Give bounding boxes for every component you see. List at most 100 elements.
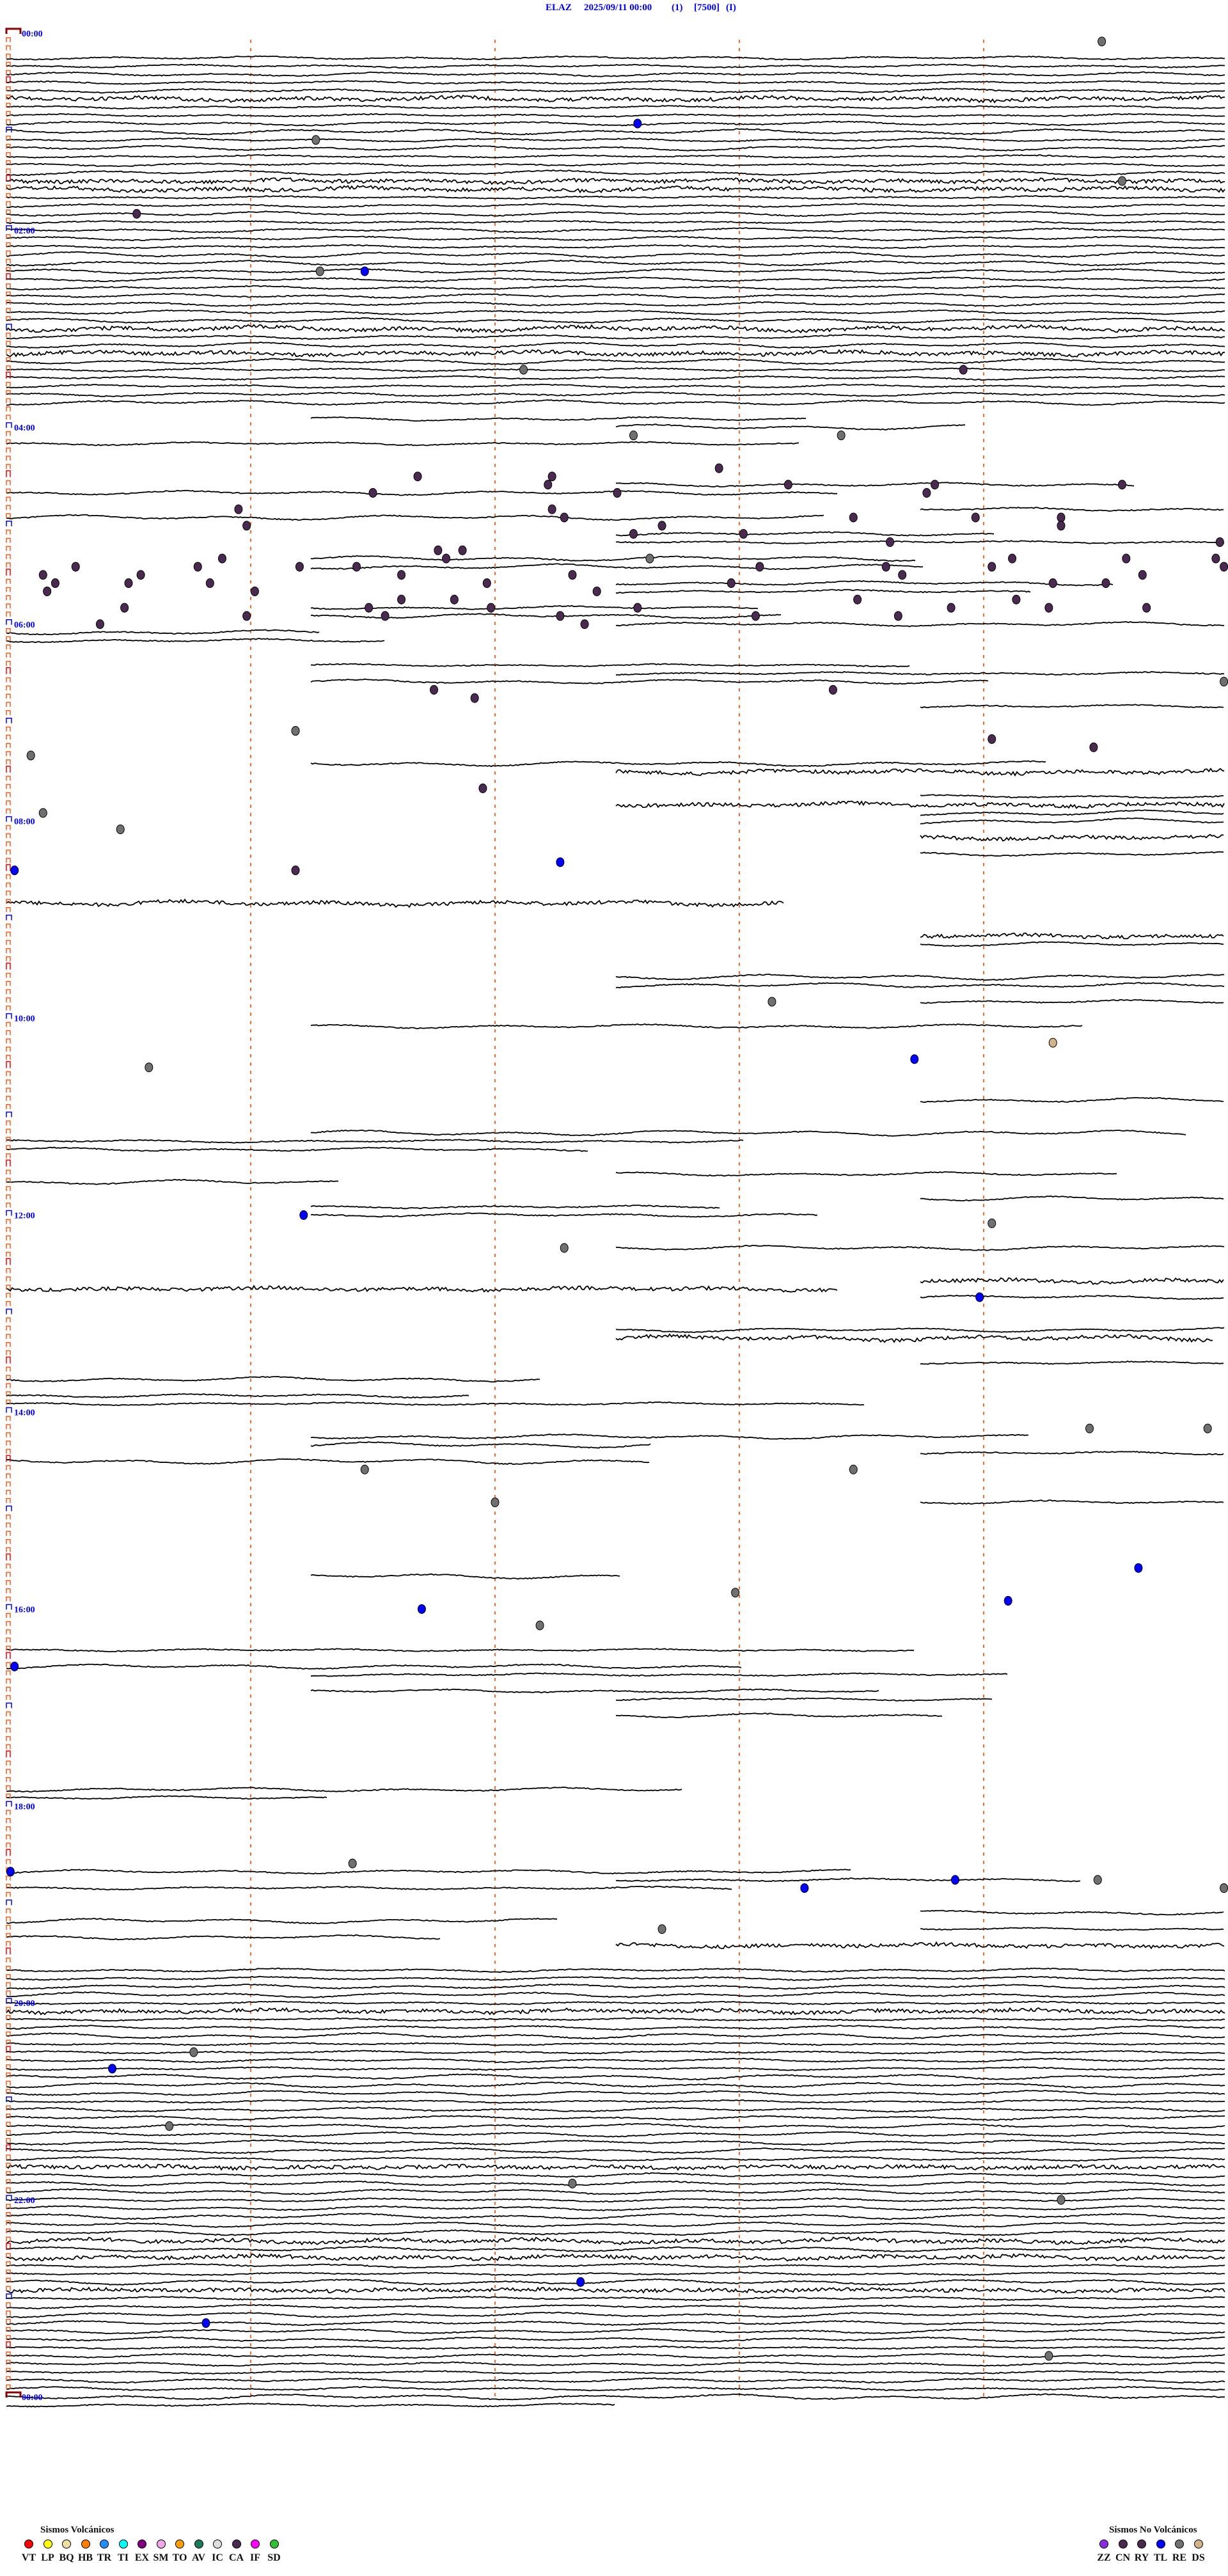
row-marker [6, 136, 11, 141]
row-marker [6, 1055, 11, 1060]
trace [6, 2278, 1225, 2286]
row-marker [6, 439, 11, 445]
time-label: 12:00 [14, 1212, 35, 1221]
event-marker [519, 365, 528, 375]
trace [920, 941, 1224, 947]
row-marker [6, 1251, 11, 1257]
trace [310, 1434, 1029, 1440]
event-marker [576, 2277, 585, 2287]
trace [6, 2032, 1225, 2040]
row-marker [6, 1482, 11, 1487]
trace [6, 210, 1225, 217]
row-marker [6, 193, 11, 198]
row-marker [6, 406, 11, 412]
trace [6, 63, 1225, 69]
row-marker [6, 1276, 11, 1282]
row-marker [6, 809, 11, 814]
trace [6, 285, 1225, 290]
legend-dot-icon [118, 2540, 128, 2548]
legend-dot-icon [24, 2540, 33, 2548]
trace [6, 324, 1225, 334]
row-marker [6, 1087, 11, 1093]
row-marker [6, 201, 11, 207]
event-marker [352, 562, 361, 572]
event-marker [1012, 594, 1021, 604]
row-marker [6, 2204, 11, 2209]
row-marker [6, 447, 11, 453]
trace [6, 2115, 1225, 2121]
row-marker [6, 1553, 11, 1561]
row-marker [6, 1859, 11, 1865]
event-marker [1220, 1883, 1228, 1893]
row-marker [6, 1982, 11, 1987]
trace [6, 391, 1225, 398]
trace [6, 2361, 1225, 2367]
event-marker [881, 562, 890, 572]
row-marker [6, 587, 11, 592]
event-marker [434, 545, 443, 555]
legend-label: ZZ [1097, 2552, 1111, 2563]
event-marker [368, 487, 377, 498]
row-marker [6, 956, 11, 961]
trace [6, 2007, 1225, 2016]
legend-dot-icon [1175, 2540, 1184, 2548]
row-marker [6, 94, 11, 100]
legend-dot-icon [156, 2540, 166, 2548]
trace [6, 227, 1225, 233]
row-marker [6, 775, 11, 781]
legend-item-ex: EX [133, 2540, 151, 2564]
trace [6, 185, 1225, 194]
trace [6, 2263, 1225, 2269]
row-marker [6, 1670, 11, 1675]
row-marker [6, 209, 11, 215]
row-marker [6, 1441, 11, 1446]
row-marker [6, 825, 11, 830]
row-marker [6, 431, 11, 436]
trace [920, 817, 1224, 825]
trace [615, 423, 965, 431]
event-marker [947, 603, 956, 613]
row-marker [6, 1120, 11, 1126]
row-marker [6, 537, 11, 543]
plot-datetime: 2025/09/11 00:00 [584, 3, 652, 13]
trace [6, 128, 1225, 136]
event-marker [430, 684, 438, 695]
event-marker [205, 578, 214, 589]
trace [6, 1967, 1225, 1973]
row-marker [6, 2220, 11, 2225]
row-marker [6, 2293, 12, 2300]
row-marker [6, 1375, 11, 1380]
row-marker [6, 1769, 11, 1774]
row-marker [6, 1325, 11, 1331]
row-marker [6, 595, 11, 601]
trace [6, 367, 1225, 372]
row-marker [6, 488, 11, 494]
row-marker [6, 1711, 11, 1717]
row-marker [6, 2046, 11, 2053]
trace [6, 2000, 1225, 2005]
event-marker [132, 209, 141, 219]
trace [6, 1393, 469, 1399]
row-marker [6, 940, 11, 945]
legend-label: IC [212, 2552, 223, 2563]
row-marker [6, 1818, 11, 1823]
trace [6, 2229, 1225, 2236]
trace [6, 1284, 838, 1293]
row-marker [6, 2228, 11, 2234]
row-marker [6, 1750, 11, 1758]
legend-non-volcanic-title: Sismos No Volcánicos [1109, 2525, 1197, 2535]
trace [6, 2328, 1225, 2335]
row-marker [6, 1227, 11, 1233]
event-marker [1117, 176, 1126, 186]
event-marker [1134, 1563, 1143, 1573]
event-marker [299, 1210, 308, 1221]
time-label: 20:00 [14, 1999, 35, 2009]
legend-label: CA [228, 2552, 244, 2563]
row-marker [6, 2195, 12, 2201]
row-marker [6, 390, 11, 395]
trace [615, 768, 1225, 777]
legend-dot-icon [43, 2540, 52, 2548]
event-marker [381, 611, 390, 621]
event-marker [971, 512, 980, 523]
row-marker [6, 2031, 11, 2037]
